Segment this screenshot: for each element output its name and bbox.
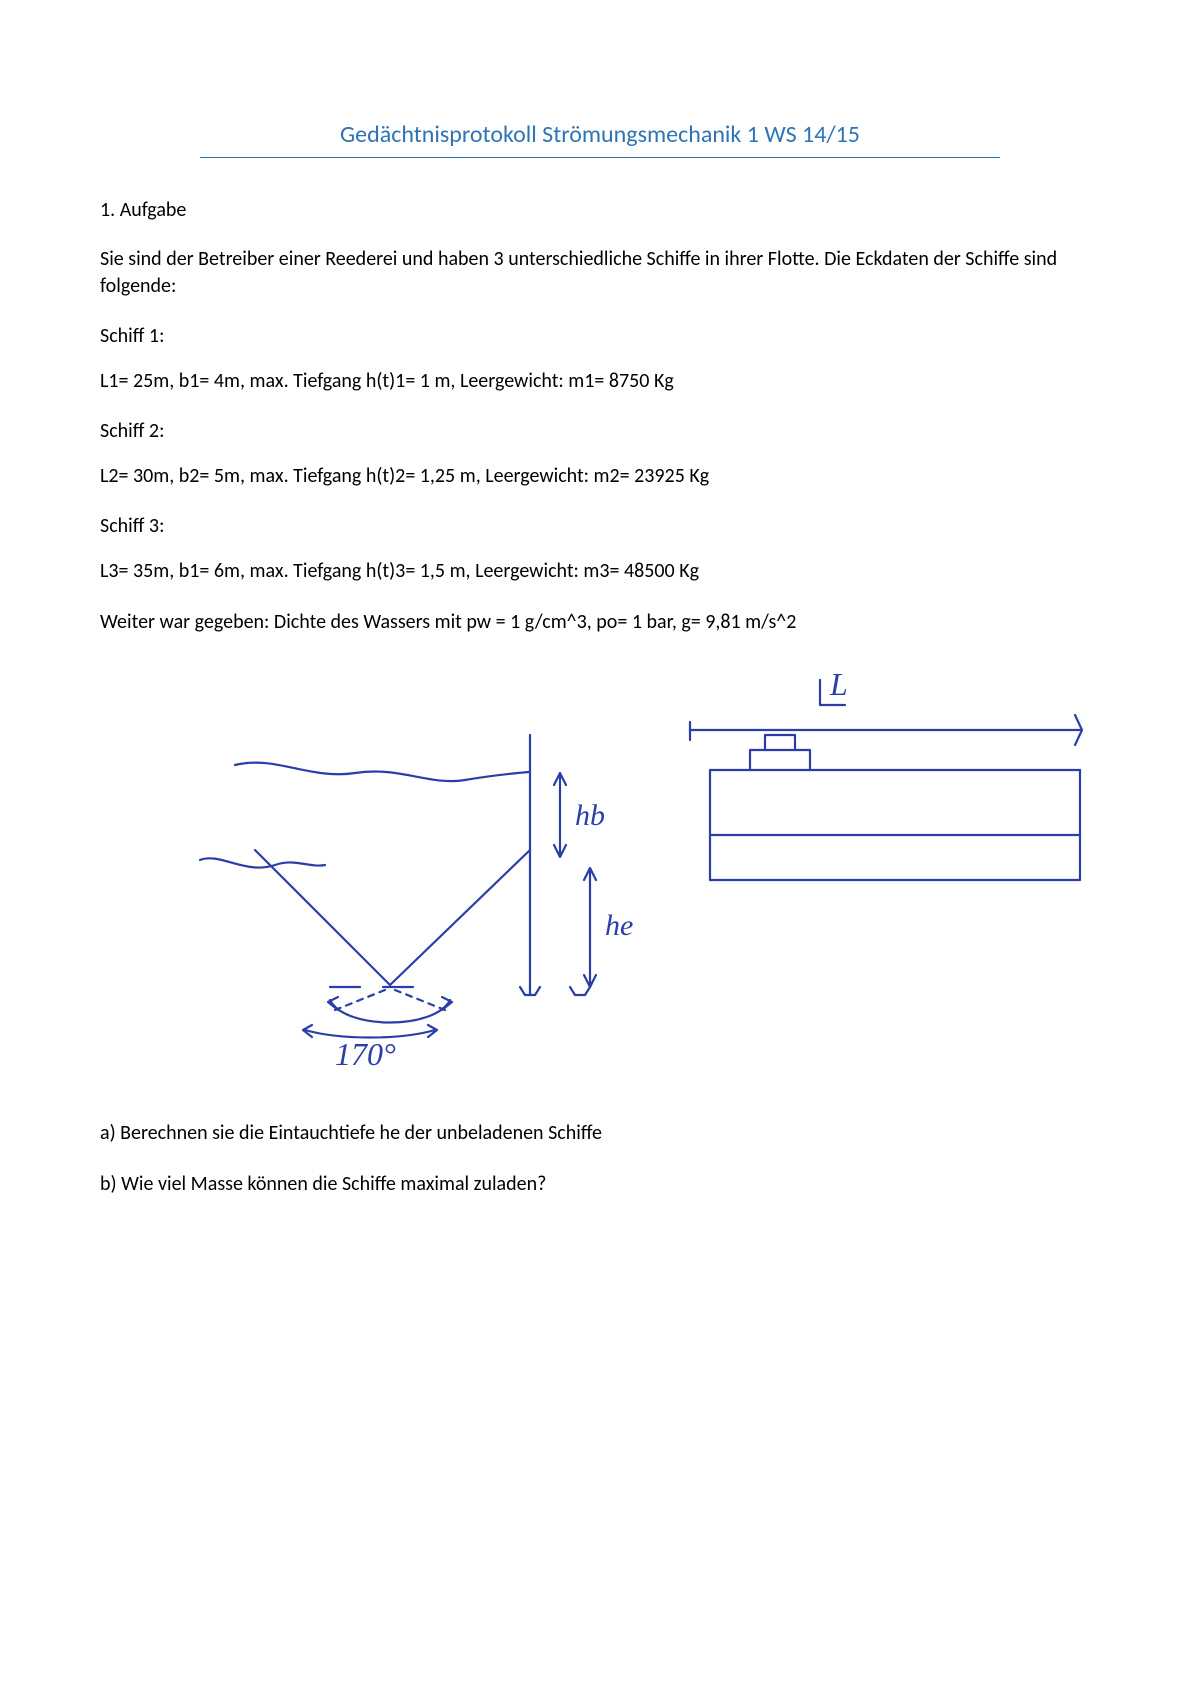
given-values: Weiter war gegeben: Dichte des Wassers m… [100, 609, 1100, 636]
ship2-label: Schiff 2: [100, 419, 1100, 443]
sketch-label-hb: hb [575, 799, 605, 832]
ship1-label: Schiff 1: [100, 324, 1100, 348]
sketch-label-angle: 170° [335, 1036, 396, 1072]
sketch-label-L: L [829, 666, 848, 702]
title-underline [200, 157, 1000, 158]
task-heading: 1. Aufgabe [100, 198, 1100, 222]
page-title: Gedächtnisprotokoll Strömungsmechanik 1 … [100, 120, 1100, 149]
sketch-label-he: he [605, 909, 633, 942]
ship2-data: L2= 30m, b2= 5m, max. Tiefgang h(t)2= 1,… [100, 463, 1100, 490]
question-a: a) Berechnen sie die Eintauchtiefe he de… [100, 1120, 1100, 1147]
ship1-data: L1= 25m, b1= 4m, max. Tiefgang h(t)1= 1 … [100, 368, 1100, 395]
ship3-label: Schiff 3: [100, 514, 1100, 538]
question-b: b) Wie viel Masse können die Schiffe max… [100, 1171, 1100, 1198]
ship3-data: L3= 35m, b1= 6m, max. Tiefgang h(t)3= 1,… [100, 558, 1100, 585]
sketch-diagram: L [100, 660, 1100, 1090]
intro-paragraph: Sie sind der Betreiber einer Reederei un… [100, 246, 1100, 300]
